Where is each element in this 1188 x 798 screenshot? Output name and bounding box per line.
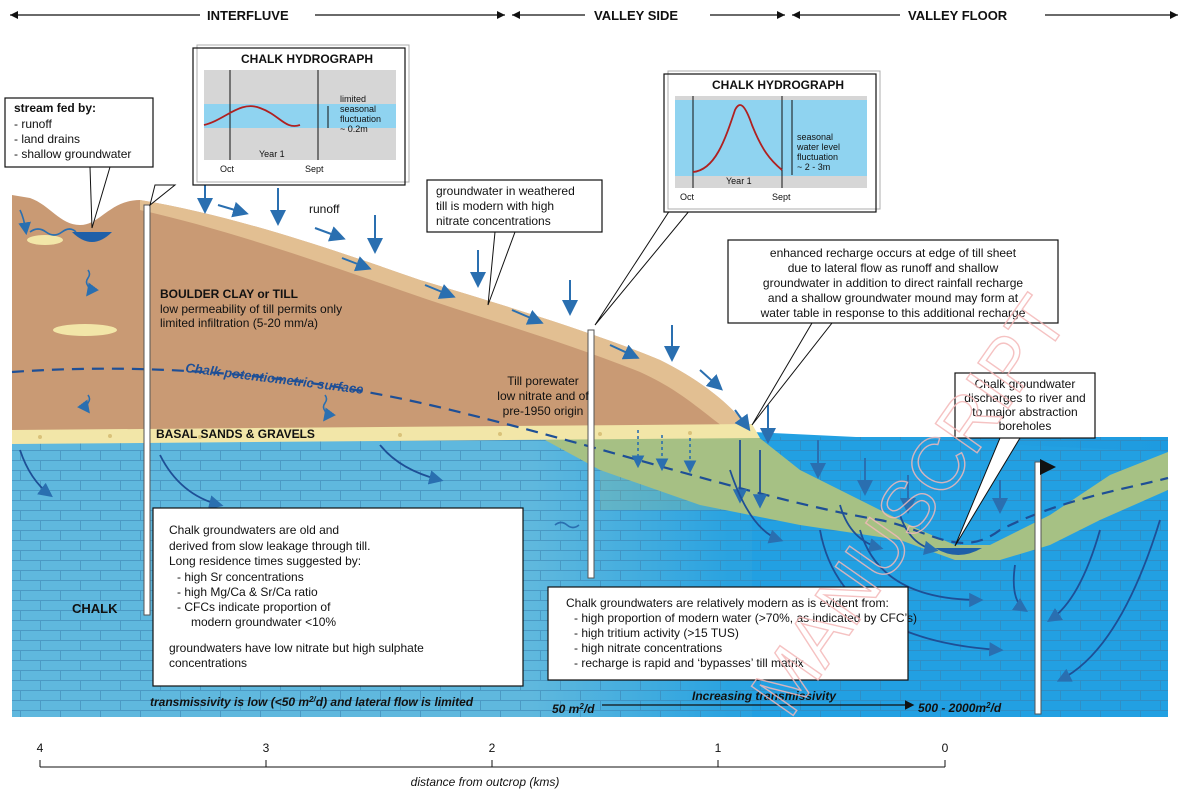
old-line-7: modern groundwater <10% xyxy=(191,615,336,629)
scale-tick-3: 3 xyxy=(263,741,270,755)
hydro-left-year: Year 1 xyxy=(259,149,285,159)
header-valley-side: VALLEY SIDE xyxy=(594,8,678,23)
hydro-left-note-2: seasonal xyxy=(340,104,376,114)
hydro-right-note-3: fluctuation xyxy=(797,152,838,162)
hydro-right-note-2: water level xyxy=(796,142,840,152)
recharge-line-4: and a shallow groundwater mound may form… xyxy=(768,291,1019,305)
till-porewater-note: Till porewater low nitrate and of pre-19… xyxy=(497,374,589,418)
scale-label: distance from outcrop (kms) xyxy=(411,775,560,789)
old-line-5: - high Mg/Ca & Sr/Ca ratio xyxy=(177,585,318,599)
weathered-line-2: till is modern with high xyxy=(436,199,554,213)
dotted-recharge-arrows xyxy=(631,430,697,474)
old-line-6: - CFCs indicate proportion of xyxy=(177,600,331,614)
old-line-3: Long residence times suggested by: xyxy=(169,554,361,568)
boulder-clay-line-1: low permeability of till permits only xyxy=(160,302,342,316)
porewater-line-1: Till porewater xyxy=(507,374,579,388)
old-line-4: - high Sr concentrations xyxy=(177,570,304,584)
hydro-right-oct: Oct xyxy=(680,192,695,202)
borehole xyxy=(587,329,595,579)
porewater-line-2: low nitrate and of xyxy=(497,389,589,403)
transmissivity-labels: transmissivity is low (<50 m2/d) and lat… xyxy=(150,689,1002,716)
transmissivity-increasing: Increasing transmissivity xyxy=(692,689,837,703)
hydro-right-year: Year 1 xyxy=(726,176,752,186)
stream-left xyxy=(72,232,112,242)
hydro-left-sept: Sept xyxy=(305,164,324,174)
stream-item-2: - land drains xyxy=(14,132,80,146)
recharge-line-5: water table in response to this addition… xyxy=(760,306,1026,320)
modern-line-2: - high proportion of modern water (>70%,… xyxy=(574,611,917,625)
stream-title: stream fed by: xyxy=(14,101,96,115)
modern-line-3: - high tritium activity (>15 TUS) xyxy=(574,626,739,640)
green-till-layer xyxy=(545,432,1168,560)
boulder-clay-title: BOULDER CLAY or TILL xyxy=(160,287,298,301)
river-right xyxy=(935,548,982,555)
transmissivity-mid: 50 m2/d xyxy=(552,702,595,717)
modern-line-5: - recharge is rapid and ‘bypasses’ till … xyxy=(574,656,804,670)
transmissivity-low: transmissivity is low (<50 m2/d) and lat… xyxy=(150,695,474,710)
hydro-right-sept: Sept xyxy=(772,192,791,202)
old-line-9: concentrations xyxy=(169,656,247,670)
stream-item-3: - shallow groundwater xyxy=(14,147,131,161)
sand-lens xyxy=(27,235,63,245)
recharge-line-2: due to lateral flow as runoff and shallo… xyxy=(788,261,999,275)
modern-line-4: - high nitrate concentrations xyxy=(574,641,722,655)
distance-scale: 4 3 2 1 0 distance from outcrop (kms) xyxy=(37,741,949,789)
scale-tick-4: 4 xyxy=(37,741,44,755)
old-line-8: groundwaters have low nitrate but high s… xyxy=(169,641,424,655)
old-line-2: derived from slow leakage through till. xyxy=(169,539,370,553)
scale-tick-0: 0 xyxy=(942,741,949,755)
sand-lens xyxy=(53,324,117,336)
modern-line-1: Chalk groundwaters are relatively modern… xyxy=(566,596,889,610)
discharge-line-2: discharges to river and xyxy=(964,391,1085,405)
hydro-left-oct: Oct xyxy=(220,164,235,174)
borehole xyxy=(1034,459,1056,715)
transmissivity-high: 500 - 2000m2/d xyxy=(918,701,1002,716)
discharge-callout: Chalk groundwater discharges to river an… xyxy=(954,372,1096,547)
basal-gravel-layer xyxy=(12,424,760,444)
hydrograph-right: CHALK HYDROGRAPH seasonal water level fl… xyxy=(594,70,881,326)
stream-item-1: - runoff xyxy=(14,117,52,131)
runoff-arrows xyxy=(217,201,751,432)
weathered-till-callout: groundwater in weathered till is modern … xyxy=(426,179,603,306)
boulder-clay-line-2: limited infiltration (5-20 mm/a) xyxy=(160,316,318,330)
scale-tick-1: 1 xyxy=(715,741,722,755)
enhanced-recharge-callout: enhanced recharge occurs at edge of till… xyxy=(727,239,1059,426)
chalk-label: CHALK xyxy=(72,601,118,616)
hydrograph-left-title: CHALK HYDROGRAPH xyxy=(241,52,373,66)
discharge-line-1: Chalk groundwater xyxy=(975,377,1076,391)
hydro-right-note-4: ~ 2 - 3m xyxy=(797,162,830,172)
header-interfluve: INTERFLUVE xyxy=(207,8,289,23)
hydro-left-note-3: fluctuation xyxy=(340,114,381,124)
modern-chalk-box: Chalk groundwaters are relatively modern… xyxy=(547,586,917,681)
section-header: INTERFLUVE VALLEY SIDE VALLEY FLOOR xyxy=(10,8,1178,23)
old-chalk-box: Chalk groundwaters are old and derived f… xyxy=(152,507,524,687)
header-valley-floor: VALLEY FLOOR xyxy=(908,8,1008,23)
till-layer xyxy=(12,195,752,437)
porewater-line-3: pre-1950 origin xyxy=(503,404,584,418)
hydro-right-note-1: seasonal xyxy=(797,132,833,142)
hydro-left-note-1: limited xyxy=(340,94,366,104)
old-line-1: Chalk groundwaters are old and xyxy=(169,523,339,537)
stream-callout: stream fed by: - runoff - land drains - … xyxy=(4,97,154,229)
weathered-line-3: nitrate concentrations xyxy=(436,214,551,228)
basal-label: BASAL SANDS & GRAVELS xyxy=(156,427,315,441)
scale-tick-2: 2 xyxy=(489,741,496,755)
recharge-line-3: groundwater in addition to direct rainfa… xyxy=(763,276,1023,290)
weathered-line-1: groundwater in weathered xyxy=(436,184,575,198)
borehole xyxy=(143,204,151,616)
rainfall-arrows xyxy=(197,185,1008,514)
infiltration-arrows xyxy=(18,209,580,529)
runoff-label: runoff xyxy=(309,202,340,216)
recharge-line-1: enhanced recharge occurs at edge of till… xyxy=(770,246,1017,260)
discharge-line-4: boreholes xyxy=(999,419,1052,433)
hydro-left-note-4: ~ 0.2m xyxy=(340,124,368,134)
hydrograph-right-title: CHALK HYDROGRAPH xyxy=(712,78,844,92)
hydrograph-left: CHALK HYDROGRAPH limited seasonal fluctu… xyxy=(149,44,410,207)
discharge-line-3: to major abstraction xyxy=(972,405,1077,419)
